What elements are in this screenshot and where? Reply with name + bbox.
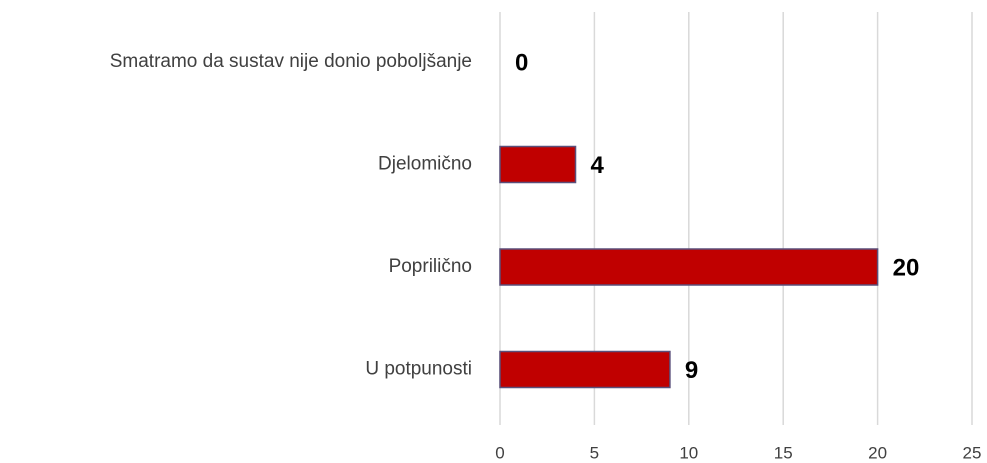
bar bbox=[499, 350, 671, 389]
x-tick-label: 15 bbox=[774, 443, 793, 462]
value-label: 0 bbox=[515, 49, 528, 76]
category-label: Djelomično bbox=[378, 154, 472, 175]
category-label: Smatramo da sustav nije donio poboljšanj… bbox=[110, 51, 472, 72]
category-label: Poprilično bbox=[389, 256, 472, 277]
value-label: 20 bbox=[893, 254, 920, 281]
value-label: 4 bbox=[591, 152, 605, 179]
bar bbox=[499, 145, 577, 184]
x-tick-label: 5 bbox=[590, 443, 599, 462]
x-tick-label: 10 bbox=[679, 443, 698, 462]
bar bbox=[499, 248, 879, 286]
value-label: 9 bbox=[685, 357, 698, 384]
category-label: U potpunosti bbox=[365, 359, 472, 380]
x-tick-label: 0 bbox=[495, 443, 504, 462]
x-tick-label: 25 bbox=[963, 443, 982, 462]
x-tick-label: 20 bbox=[868, 443, 887, 462]
